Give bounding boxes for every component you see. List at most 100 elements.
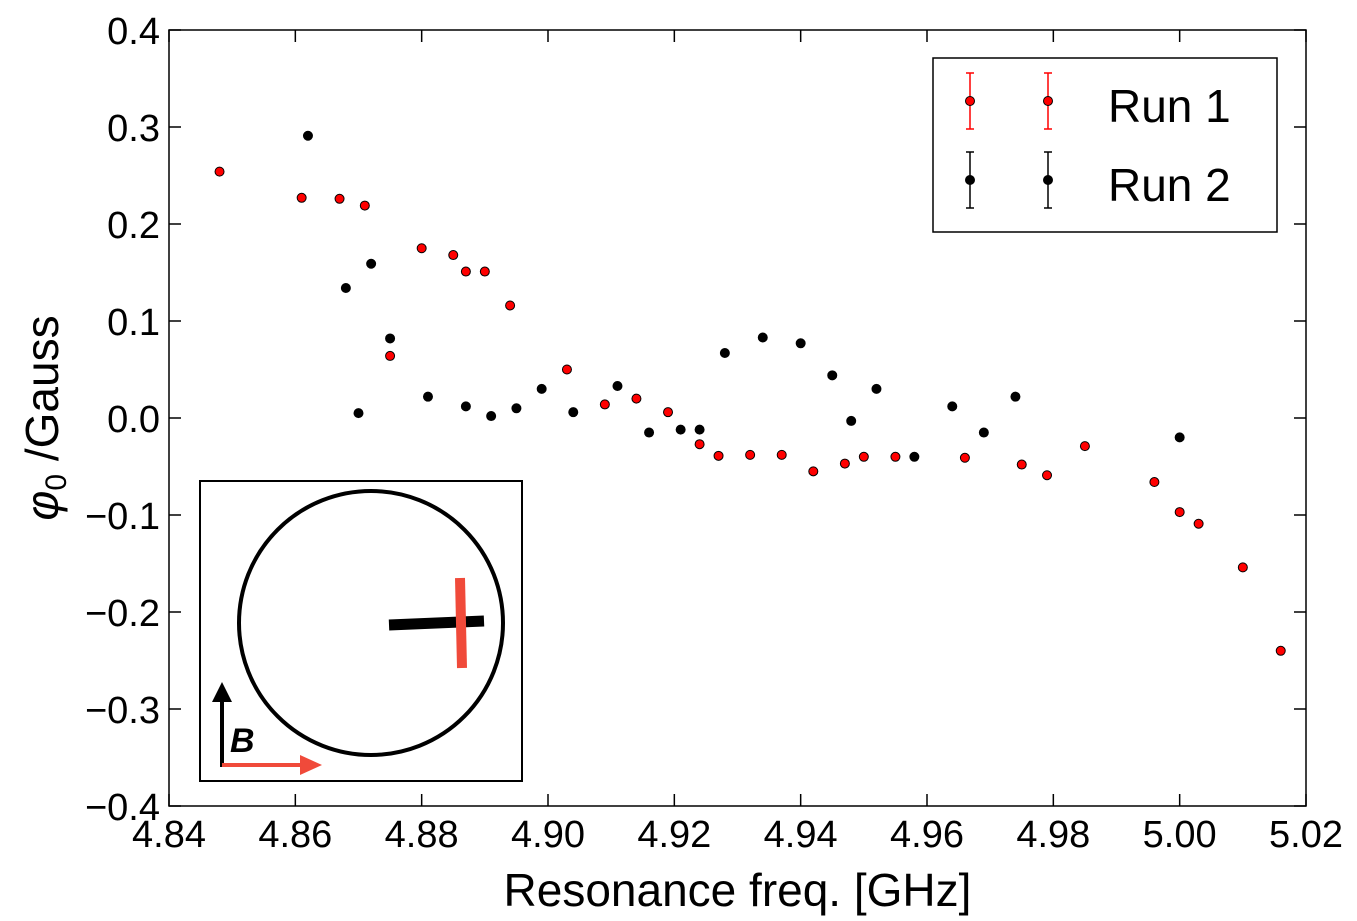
x-tick-label: 4.88 (385, 814, 459, 856)
y-axis-title-subscript: 0 (40, 474, 73, 491)
x-tick-label: 4.90 (511, 814, 585, 856)
y-tick-label: 0.4 (107, 11, 160, 53)
y-tick-label: −0.4 (85, 787, 160, 829)
data-series (214, 130, 1286, 656)
x-tick-label: 4.86 (258, 814, 332, 856)
data-point (568, 407, 579, 418)
x-tick-label: 4.84 (132, 814, 206, 856)
data-point (460, 401, 471, 412)
data-point (366, 258, 377, 269)
x-tick-label: 5.00 (1143, 814, 1217, 856)
data-point (1149, 477, 1160, 488)
legend: Run 1 Run 2 (932, 57, 1278, 233)
y-axis: 0.4 0.3 0.2 0.1 0.0 −0.1 −0.2 −0.3 −0.4 (85, 11, 1306, 829)
y-tick-label: 0.1 (107, 302, 160, 344)
data-point (214, 166, 225, 177)
data-point (858, 451, 869, 462)
y-tick-label: 0.0 (107, 399, 160, 441)
data-point (536, 383, 547, 394)
legend-entry-run-1: Run 1 (965, 72, 1231, 132)
data-point (890, 451, 901, 462)
data-point (1010, 391, 1021, 402)
data-point (416, 243, 427, 254)
data-point (334, 193, 345, 204)
data-point (599, 399, 610, 410)
data-point (947, 401, 958, 412)
x-axis-title: Resonance freq. [GHz] (504, 864, 972, 916)
inset-circle (237, 489, 505, 757)
data-point (757, 332, 768, 343)
data-point (713, 450, 724, 461)
data-point (839, 458, 850, 469)
series-run-1 (214, 166, 1286, 656)
data-point (1275, 645, 1286, 656)
y-axis-title-unit: /Gauss (16, 315, 68, 474)
data-point (1237, 562, 1248, 573)
x-tick-label: 5.02 (1269, 814, 1343, 856)
data-point (776, 449, 787, 460)
series-run-2 (302, 130, 1185, 462)
data-point (1016, 459, 1027, 470)
svg-text:φ0 /Gauss: φ0 /Gauss (16, 315, 73, 520)
data-point (694, 439, 705, 450)
data-point (1042, 470, 1053, 481)
data-point (846, 415, 857, 426)
data-point (909, 451, 920, 462)
data-point (1193, 518, 1204, 529)
data-point (795, 338, 806, 349)
inset-diagram: B (199, 480, 523, 782)
legend-marker-run-1-b (1043, 72, 1053, 130)
inset-black-bar (388, 615, 485, 631)
y-tick-label: 0.3 (107, 108, 160, 150)
y-tick-label: 0.2 (107, 205, 160, 247)
data-point (663, 407, 674, 418)
inset-red-bar (455, 577, 467, 669)
x-tick-label: 4.96 (890, 814, 964, 856)
x-tick-label: 4.94 (764, 814, 838, 856)
data-point (511, 403, 522, 414)
data-point (959, 452, 970, 463)
data-point (385, 333, 396, 344)
x-tick-label: 4.98 (1016, 814, 1090, 856)
data-point (808, 466, 819, 477)
y-axis-title-symbol: φ (16, 491, 68, 521)
field-arrow-right (222, 755, 322, 775)
data-point (978, 427, 989, 438)
data-point (827, 370, 838, 381)
legend-marker-run-2-b (1043, 151, 1053, 209)
y-axis-title: φ0 /Gauss (16, 315, 73, 520)
x-tick-label: 4.92 (637, 814, 711, 856)
field-arrow-up (212, 682, 232, 767)
data-point (448, 250, 459, 261)
data-point (353, 408, 364, 419)
data-point (479, 266, 490, 277)
data-point (1174, 507, 1185, 518)
y-tick-label: −0.3 (85, 690, 160, 732)
data-point (871, 383, 882, 394)
data-point (694, 424, 705, 435)
y-tick-label: −0.2 (85, 593, 160, 635)
x-axis: 4.84 4.86 4.88 4.90 4.92 4.94 4.96 4.98 5.00 5.02 (132, 30, 1343, 856)
y-tick-label: −0.1 (85, 496, 160, 538)
data-point (1079, 441, 1090, 452)
data-point (359, 200, 370, 211)
data-point (612, 380, 623, 391)
data-point (422, 391, 433, 402)
legend-label-run-2: Run 2 (1108, 159, 1231, 211)
data-point (675, 424, 686, 435)
data-point (631, 393, 642, 404)
data-point (644, 427, 655, 438)
data-point (486, 411, 497, 422)
data-point (719, 348, 730, 359)
data-point (505, 300, 516, 311)
legend-box (932, 57, 1278, 233)
legend-label-run-1: Run 1 (1108, 80, 1231, 132)
data-point (460, 266, 471, 277)
field-label-b: B (230, 722, 255, 760)
legend-marker-run-1-a (965, 72, 975, 130)
data-point (561, 364, 572, 375)
data-point (385, 350, 396, 361)
data-point (302, 130, 313, 141)
data-point (296, 192, 307, 203)
